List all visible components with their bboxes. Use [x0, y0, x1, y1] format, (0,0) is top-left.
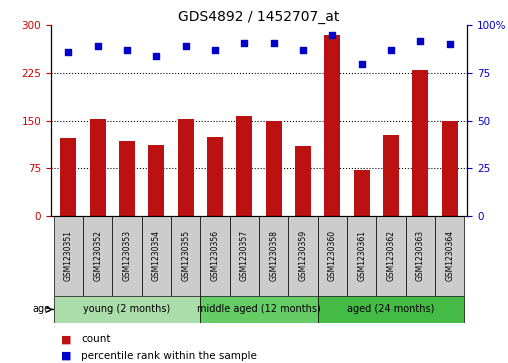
Bar: [148, 145, 165, 216]
Bar: [60, 138, 77, 216]
Title: GDS4892 / 1452707_at: GDS4892 / 1452707_at: [178, 11, 340, 24]
Bar: [171, 216, 201, 296]
Text: age: age: [33, 305, 50, 314]
Text: GSM1230352: GSM1230352: [93, 231, 102, 281]
Text: young (2 months): young (2 months): [83, 305, 171, 314]
Bar: [54, 216, 83, 296]
Point: [152, 53, 161, 59]
Text: GSM1230359: GSM1230359: [299, 231, 307, 281]
Point: [65, 49, 73, 55]
Bar: [435, 216, 464, 296]
Text: count: count: [81, 334, 111, 344]
Bar: [230, 216, 259, 296]
Point: [240, 40, 248, 45]
Text: GSM1230356: GSM1230356: [211, 231, 219, 281]
Bar: [318, 216, 347, 296]
Bar: [412, 70, 428, 216]
Bar: [406, 216, 435, 296]
Bar: [383, 135, 399, 216]
Bar: [236, 116, 252, 216]
Point: [93, 44, 102, 49]
Bar: [201, 296, 318, 323]
Text: GSM1230363: GSM1230363: [416, 231, 425, 281]
Text: GSM1230351: GSM1230351: [64, 231, 73, 281]
Point: [270, 40, 278, 45]
Bar: [142, 216, 171, 296]
Text: GSM1230364: GSM1230364: [445, 231, 454, 281]
Text: GSM1230361: GSM1230361: [357, 231, 366, 281]
Bar: [112, 216, 142, 296]
Bar: [289, 216, 318, 296]
Text: GSM1230357: GSM1230357: [240, 231, 249, 281]
Bar: [295, 146, 311, 216]
Bar: [376, 216, 406, 296]
Point: [328, 32, 336, 38]
Bar: [83, 216, 112, 296]
Text: GSM1230355: GSM1230355: [181, 231, 190, 281]
Bar: [354, 170, 370, 216]
Text: GSM1230362: GSM1230362: [387, 231, 396, 281]
Point: [182, 44, 190, 49]
Text: aged (24 months): aged (24 months): [347, 305, 435, 314]
Bar: [266, 121, 282, 216]
Bar: [54, 296, 201, 323]
Bar: [441, 121, 458, 216]
Text: middle aged (12 months): middle aged (12 months): [197, 305, 321, 314]
Text: GSM1230354: GSM1230354: [152, 231, 161, 281]
Bar: [201, 216, 230, 296]
Text: GSM1230358: GSM1230358: [269, 231, 278, 281]
Point: [123, 47, 131, 53]
Point: [417, 38, 425, 44]
Point: [299, 47, 307, 53]
Point: [387, 47, 395, 53]
Text: percentile rank within the sample: percentile rank within the sample: [81, 351, 257, 361]
Bar: [119, 141, 135, 216]
Point: [446, 41, 454, 47]
Text: ■: ■: [61, 334, 72, 344]
Text: ■: ■: [61, 351, 72, 361]
Point: [211, 47, 219, 53]
Bar: [207, 136, 223, 216]
Text: GSM1230353: GSM1230353: [122, 231, 132, 281]
Bar: [347, 216, 376, 296]
Bar: [318, 296, 464, 323]
Bar: [90, 119, 106, 216]
Point: [358, 61, 366, 66]
Bar: [259, 216, 289, 296]
Text: GSM1230360: GSM1230360: [328, 231, 337, 281]
Bar: [178, 119, 194, 216]
Bar: [324, 35, 340, 216]
